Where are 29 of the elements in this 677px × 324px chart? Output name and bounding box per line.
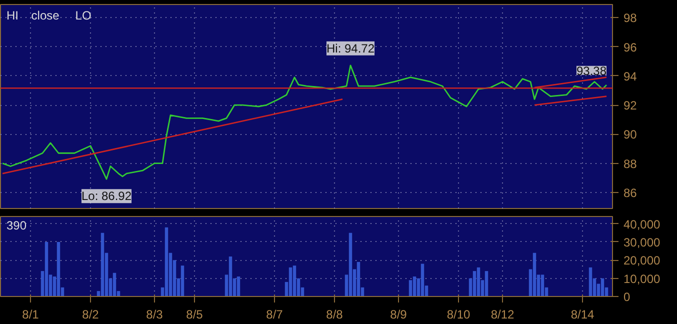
y-tick-label: 98 (624, 11, 638, 26)
x-tick-label: 8/7 (266, 308, 284, 322)
x-tick-label: 8/8 (326, 308, 344, 322)
annotation: 93.38 (576, 64, 607, 78)
annotation: close (31, 8, 60, 22)
x-tick-label: 8/12 (490, 308, 515, 322)
x-tick-label: 8/14 (570, 308, 595, 322)
y-tick-label: 88 (624, 156, 638, 171)
annotation: Lo: 86.92 (81, 189, 132, 204)
y-tick-label: 90 (624, 128, 638, 142)
y-tick-label: 10,000 (624, 272, 661, 286)
y-tick-label: 96 (624, 40, 638, 54)
y-tick-label: 0 (624, 290, 630, 304)
x-tick-label: 8/3 (146, 308, 164, 322)
y-tick-label: 20,000 (624, 254, 661, 268)
x-tick-label: 8/9 (390, 308, 408, 322)
x-tick-label: 8/1 (22, 308, 40, 322)
annotation: LO (75, 8, 92, 22)
y-tick-label: 40,000 (624, 217, 661, 232)
y-tick-label: 30,000 (624, 235, 661, 250)
x-tick-label: 8/10 (446, 308, 471, 322)
x-tick-label: 8/5 (186, 308, 204, 322)
x-tick-label: 8/2 (82, 308, 100, 322)
annotation: HI (6, 8, 18, 22)
annotation: Hi: 94.72 (326, 41, 375, 56)
y-tick-label: 86 (624, 186, 638, 200)
annotation: 390 (6, 218, 27, 232)
y-tick-label: 94 (624, 69, 638, 84)
y-tick-label: 92 (624, 98, 638, 113)
